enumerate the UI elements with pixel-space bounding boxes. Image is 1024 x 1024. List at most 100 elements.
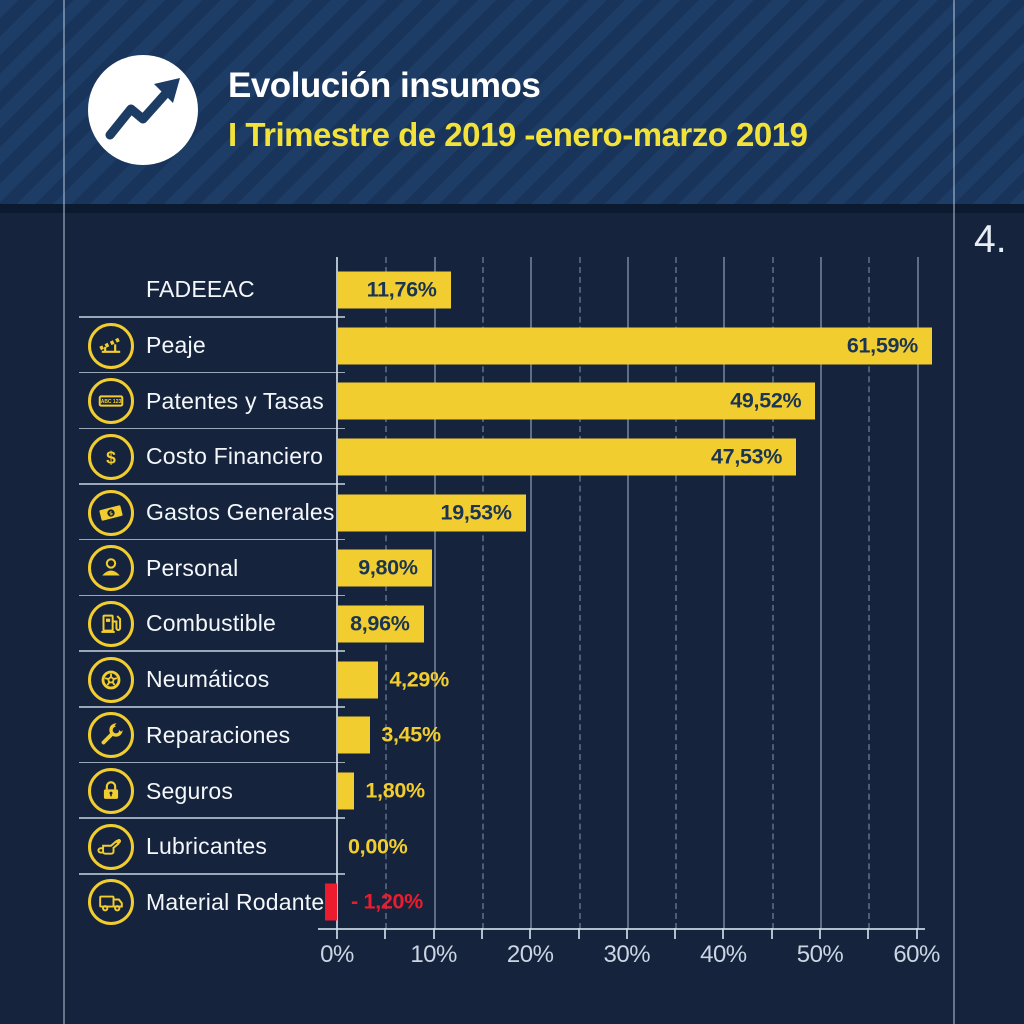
label-cell-seguros: Seguros xyxy=(63,768,337,815)
banknote-icon: $ xyxy=(88,489,134,536)
major-gridline-50 xyxy=(820,257,822,929)
label-cell-fadeeac: FADEEAC xyxy=(63,267,337,313)
plot-cell-patentes-y-tasas: 49,52% xyxy=(337,373,954,429)
x-axis-tick-0 xyxy=(336,928,338,939)
x-axis-tick-45 xyxy=(770,928,773,939)
label-cell-peaje: Peaje xyxy=(63,322,337,369)
x-axis-tick-5 xyxy=(384,928,387,939)
category-label-neum-ticos: Neumáticos xyxy=(146,666,270,693)
chart-row-peaje: Peaje 61,59% xyxy=(63,318,954,374)
license-plate-icon: ABC 123 xyxy=(88,378,134,425)
label-cell-material-rodante: Material Rodante xyxy=(63,879,337,926)
chart-row-costo-financiero: $ Costo Financiero 47,53% xyxy=(63,429,954,485)
chart-row-neum-ticos: Neumáticos 4,29% xyxy=(63,652,954,708)
category-label-lubricantes: Lubricantes xyxy=(146,833,268,860)
category-label-material-rodante: Material Rodante xyxy=(146,888,325,915)
chart-row-personal: Personal 9,80% xyxy=(63,540,954,596)
category-label-patentes-y-tasas: Patentes y Tasas xyxy=(146,387,324,414)
minor-gridline-5 xyxy=(385,257,388,929)
x-axis-label-50: 50% xyxy=(796,941,844,968)
bar-combustible xyxy=(337,605,424,643)
wrench-icon xyxy=(88,712,134,759)
category-label-combustible: Combustible xyxy=(146,610,277,637)
x-axis-label-60: 60% xyxy=(893,941,940,968)
dollar-icon: $ xyxy=(88,433,134,480)
plot-cell-material-rodante: - 1,20% xyxy=(325,875,954,931)
oil-can-icon xyxy=(88,823,134,870)
major-gridline-20 xyxy=(530,257,533,929)
chart-row-gastos-generales: $ Gastos Generales 19,53% xyxy=(63,485,954,541)
svg-text:ABC 123: ABC 123 xyxy=(101,399,122,405)
icon-placeholder xyxy=(88,267,134,313)
truck-icon xyxy=(88,879,134,926)
value-label-costo-financiero: 47,53% xyxy=(711,444,783,469)
category-label-peaje: Peaje xyxy=(146,332,206,359)
x-axis-line xyxy=(318,928,925,930)
x-axis-tick-35 xyxy=(674,928,677,939)
gridline-layer xyxy=(337,257,955,929)
left-frame-line xyxy=(63,0,65,1024)
plot-cell-seguros: 1,80% xyxy=(337,763,954,819)
page-title: Evolución insumos xyxy=(228,66,541,105)
chart-row-material-rodante: Material Rodante - 1,20% xyxy=(63,875,954,931)
x-axis-tick-20 xyxy=(529,928,532,939)
plot-cell-gastos-generales: 19,53% xyxy=(337,485,954,541)
plot-cell-combustible: 8,96% xyxy=(337,596,954,652)
page-number: 4. xyxy=(974,218,1007,261)
fuel-pump-icon xyxy=(88,600,134,647)
label-cell-patentes-y-tasas: ABC 123 Patentes y Tasas xyxy=(63,378,337,425)
right-frame-line xyxy=(953,0,955,1024)
label-cell-gastos-generales: $ Gastos Generales xyxy=(63,489,337,536)
value-label-combustible: 8,96% xyxy=(350,611,410,636)
category-label-personal: Personal xyxy=(146,554,239,581)
value-label-neum-ticos: 4,29% xyxy=(389,667,449,692)
trend-up-icon xyxy=(88,55,198,165)
category-label-reparaciones: Reparaciones xyxy=(146,721,291,748)
x-axis-label-40: 40% xyxy=(700,941,747,968)
chart-row-lubricantes: Lubricantes 0,00% xyxy=(63,819,954,875)
tire-icon xyxy=(88,656,134,703)
x-axis-label-20: 20% xyxy=(506,941,554,968)
chart-row-fadeeac: FADEEAC 11,76% xyxy=(63,262,954,318)
padlock-icon xyxy=(88,768,134,815)
major-gridline-60 xyxy=(916,257,919,929)
category-label-gastos-generales: Gastos Generales xyxy=(146,499,335,526)
bar-material-rodante xyxy=(325,883,337,921)
x-axis-label-0: 0% xyxy=(320,941,354,968)
value-label-gastos-generales: 19,53% xyxy=(440,500,512,525)
svg-text:$: $ xyxy=(109,510,113,517)
label-cell-personal: Personal xyxy=(63,545,337,592)
label-cell-costo-financiero: $ Costo Financiero xyxy=(63,433,337,480)
label-cell-neum-ticos: Neumáticos xyxy=(63,656,337,703)
y-axis-line xyxy=(336,257,338,930)
value-label-material-rodante: - 1,20% xyxy=(351,889,423,914)
major-gridline-10 xyxy=(433,257,436,929)
x-axis-label-30: 30% xyxy=(603,941,651,968)
chart-row-patentes-y-tasas: ABC 123 Patentes y Tasas 49,52% xyxy=(63,373,954,429)
bar-fadeeac xyxy=(337,271,451,309)
major-gridline-30 xyxy=(626,257,629,929)
label-cell-lubricantes: Lubricantes xyxy=(63,823,337,870)
minor-gridline-25 xyxy=(578,257,581,929)
x-axis-tick-50 xyxy=(819,928,821,939)
major-gridline-40 xyxy=(723,257,726,929)
category-label-seguros: Seguros xyxy=(146,777,234,804)
header-banner: Evolución insumos I Trimestre de 2019 -e… xyxy=(0,0,1024,204)
minor-gridline-45 xyxy=(771,257,774,929)
category-label-costo-financiero: Costo Financiero xyxy=(146,443,324,470)
x-axis-tick-60 xyxy=(915,928,918,939)
value-label-seguros: 1,80% xyxy=(365,778,425,803)
value-label-patentes-y-tasas: 49,52% xyxy=(730,388,802,413)
plot-cell-costo-financiero: 47,53% xyxy=(337,429,954,485)
plot-cell-reparaciones: 3,45% xyxy=(337,708,954,764)
value-label-reparaciones: 3,45% xyxy=(381,722,441,747)
chart-row-reparaciones: Reparaciones 3,45% xyxy=(63,708,954,764)
page-subtitle: I Trimestre de 2019 -enero-marzo 2019 xyxy=(228,116,808,153)
trend-up-arrow xyxy=(105,78,180,140)
bar-personal xyxy=(337,549,432,587)
category-label-fadeeac: FADEEAC xyxy=(146,276,255,303)
header-separator xyxy=(0,204,1024,213)
value-label-peaje: 61,59% xyxy=(846,333,918,358)
x-axis-tick-30 xyxy=(625,928,628,939)
